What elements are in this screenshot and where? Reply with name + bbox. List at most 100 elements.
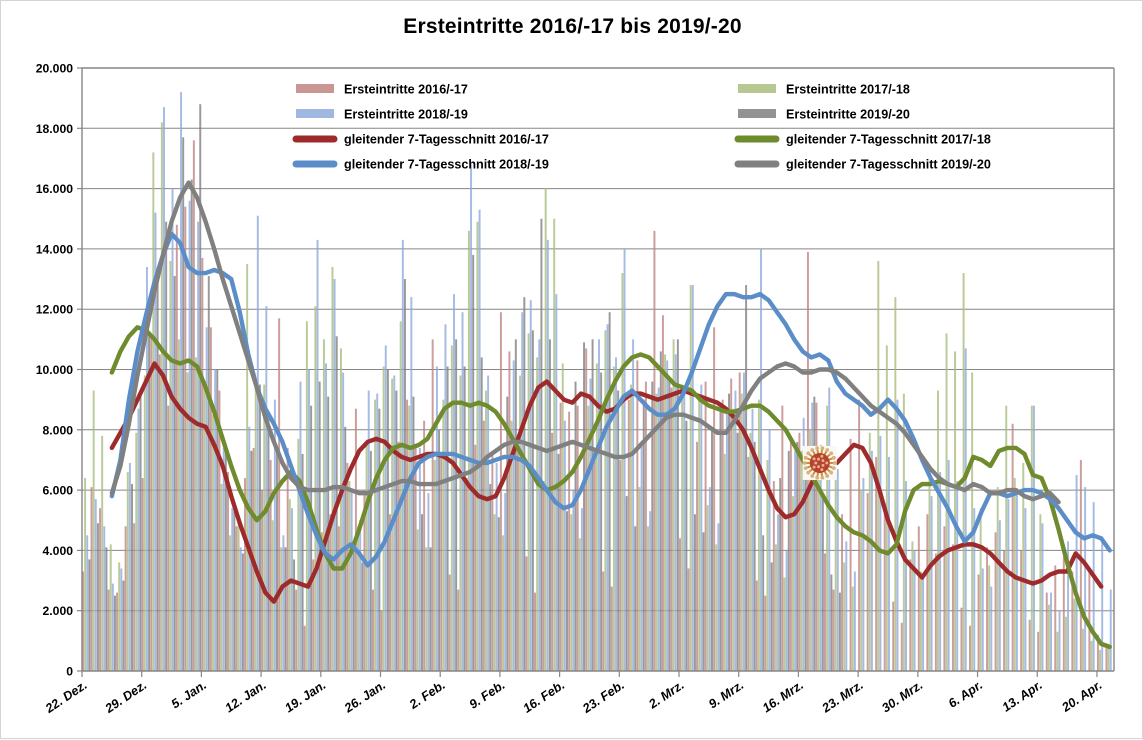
legend-item-bars_2018[interactable]: Ersteintritte 2018/-19 — [296, 108, 468, 122]
bar — [1107, 646, 1110, 671]
bar — [113, 595, 116, 672]
bar — [768, 429, 771, 671]
bar — [165, 221, 168, 671]
bar — [902, 393, 905, 671]
bar — [235, 526, 238, 671]
legend-label: gleitender 7-Tagesschnitt 2019/-20 — [786, 158, 991, 172]
bar — [122, 580, 125, 671]
bar — [389, 514, 391, 671]
bar — [583, 342, 586, 671]
bar — [986, 547, 989, 671]
bar — [244, 478, 247, 671]
legend-item-bars_2016[interactable]: Ersteintritte 2016/-17 — [296, 83, 468, 97]
bar — [576, 405, 579, 671]
bar — [563, 420, 566, 671]
legend-item-bars_2017[interactable]: Ersteintritte 2017/-18 — [738, 83, 910, 97]
bar — [587, 405, 590, 671]
bar — [815, 402, 818, 671]
bar — [265, 306, 268, 671]
bar — [843, 562, 846, 671]
legend-item-avg_2016[interactable]: gleitender 7-Tagesschnitt 2016/-17 — [292, 133, 549, 147]
bar — [841, 514, 844, 671]
bar — [683, 393, 686, 671]
legend-item-bars_2019[interactable]: Ersteintritte 2019/-20 — [738, 108, 910, 122]
y-axis-tick-label: 18.000 — [36, 122, 73, 136]
bar — [293, 559, 296, 671]
x-axis-tick-label: 6. Apr. — [946, 678, 985, 711]
bar — [887, 456, 890, 671]
bar — [644, 381, 647, 671]
coronavirus-dot — [820, 468, 824, 472]
legend-swatch-bar — [296, 109, 334, 118]
bar — [414, 447, 417, 671]
bar — [713, 327, 716, 671]
bar — [610, 586, 613, 671]
bar — [625, 496, 628, 671]
bar — [760, 248, 763, 671]
bar — [728, 393, 731, 671]
bar — [664, 354, 667, 671]
bar — [845, 541, 848, 671]
legend-item-avg_2019[interactable]: gleitender 7-Tagesschnitt 2019/-20 — [734, 158, 991, 172]
bar — [139, 396, 142, 671]
bar — [459, 375, 462, 671]
bar — [679, 538, 681, 671]
bar — [661, 315, 664, 671]
bar — [325, 363, 328, 671]
bar — [608, 312, 611, 671]
coronavirus-spike-tip — [820, 475, 825, 480]
bar — [1030, 405, 1033, 671]
bar — [849, 438, 852, 671]
bar — [730, 378, 733, 671]
bar — [794, 450, 797, 671]
legend-item-avg_2018[interactable]: gleitender 7-Tagesschnitt 2018/-19 — [292, 158, 549, 172]
bar — [148, 336, 151, 671]
bar — [559, 402, 562, 671]
bar — [911, 541, 914, 671]
bar — [687, 568, 690, 671]
bar — [964, 348, 967, 671]
bar — [263, 384, 266, 671]
bar — [1062, 556, 1065, 671]
x-axis-tick-label: 13. Apr. — [1000, 678, 1045, 715]
coronavirus-spike-tip — [803, 466, 808, 470]
bar — [745, 285, 748, 671]
bar — [540, 218, 543, 671]
coronavirus-spike-tip — [825, 448, 830, 452]
x-axis-tick-label: 2. Mrz. — [646, 678, 687, 712]
bar — [1105, 643, 1108, 671]
coronavirus-spike-tip — [806, 451, 811, 456]
bar — [154, 212, 157, 671]
coronavirus-spike-tip — [810, 474, 815, 478]
bar — [853, 571, 856, 671]
bar — [943, 526, 946, 671]
bar — [666, 360, 669, 671]
bar — [397, 441, 400, 671]
bar — [92, 390, 95, 671]
bar — [508, 351, 511, 671]
bar — [838, 592, 841, 671]
bar — [939, 472, 942, 671]
bar — [224, 444, 227, 672]
bar — [297, 438, 300, 671]
annotation-layer — [802, 445, 837, 480]
bar — [1092, 502, 1095, 671]
bar — [796, 441, 799, 671]
bar — [514, 339, 517, 671]
bar — [977, 574, 980, 671]
coronavirus-dot — [821, 459, 825, 463]
bar — [1084, 487, 1087, 671]
coronavirus-icon — [802, 445, 837, 480]
y-axis-tick-label: 8.000 — [43, 423, 74, 437]
bar — [862, 478, 865, 671]
bar — [506, 396, 509, 671]
bar — [322, 339, 325, 671]
bar — [116, 592, 119, 671]
bar — [271, 520, 274, 671]
bar — [1090, 640, 1093, 671]
legend-item-avg_2017[interactable]: gleitender 7-Tagesschnitt 2017/-18 — [734, 133, 991, 147]
bar — [595, 363, 598, 671]
bar — [544, 188, 547, 671]
bar — [960, 607, 963, 671]
bar — [487, 375, 490, 671]
